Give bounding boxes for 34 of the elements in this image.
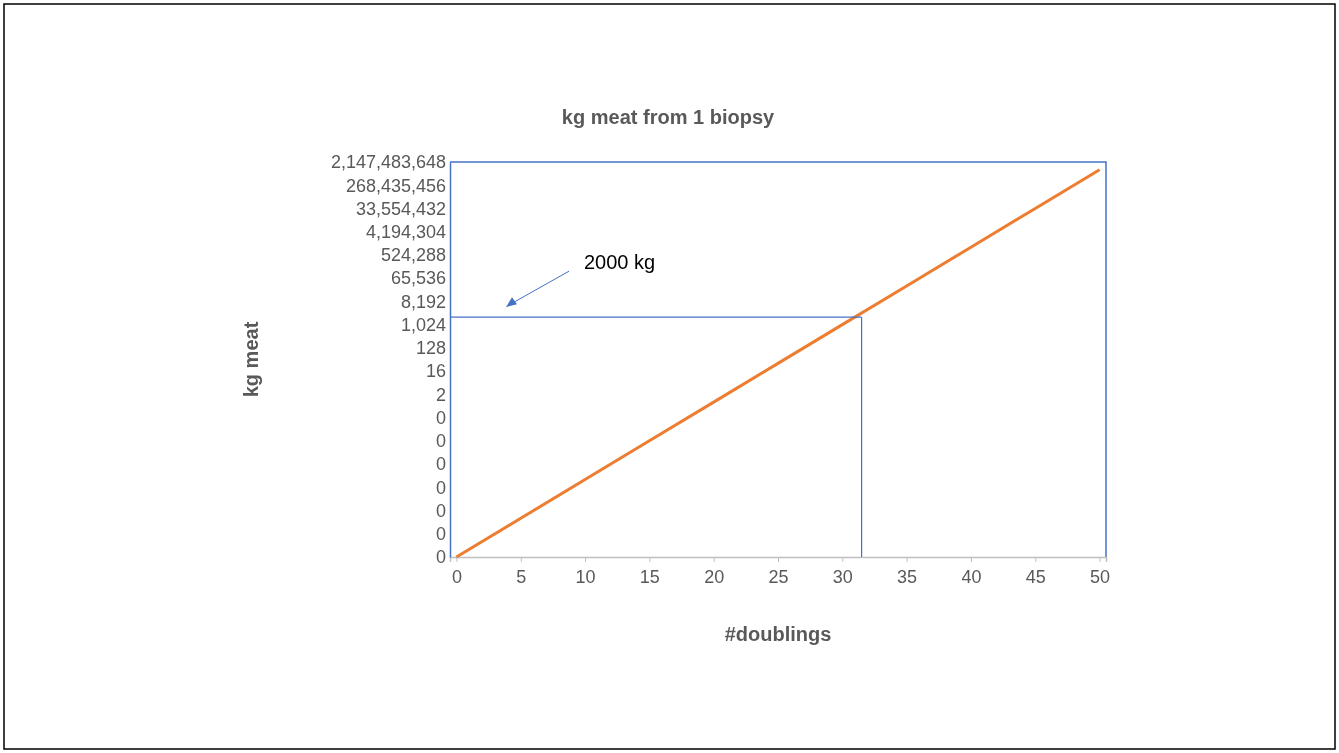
x-tick-label: 45 (1025, 566, 1046, 587)
x-tick-label: 20 (704, 566, 725, 587)
y-axis-title: kg meat (240, 321, 262, 398)
x-tick-label: 30 (832, 566, 853, 587)
y-tick-label: 128 (415, 338, 446, 359)
x-tick-label: 50 (1090, 566, 1111, 587)
y-tick-label: 524,288 (380, 245, 446, 266)
x-axis-title: #doublings (724, 623, 832, 645)
y-tick-label: 4,194,304 (365, 221, 446, 242)
y-tick-label: 0 (435, 407, 446, 428)
y-tick-label: 0 (435, 454, 446, 475)
x-tick-label: 0 (451, 566, 462, 587)
y-tick-label: 2 (435, 384, 446, 405)
annotation: 2000 kg (584, 251, 656, 274)
chart-title: kg meat from 1 biopsy (561, 106, 776, 128)
y-tick-label: 65,536 (390, 268, 446, 289)
y-tick-label: 268,435,456 (345, 175, 446, 196)
y-tick-label: 8,192 (400, 291, 446, 312)
x-tick-label: 25 (768, 566, 789, 587)
y-tick-label: 2,147,483,648 (330, 152, 446, 173)
x-tick-label: 35 (897, 566, 918, 587)
y-tick-label: 0 (435, 524, 446, 545)
y-tick-label: 0 (435, 477, 446, 498)
x-tick-label: 40 (961, 566, 982, 587)
x-tick-label: 15 (639, 566, 660, 587)
y-tick-label: 0 (435, 431, 446, 452)
y-tick-label: 16 (425, 361, 446, 382)
y-tick-label: 1,024 (400, 314, 446, 335)
y-tick-label: 0 (435, 547, 446, 568)
y-tick-label: 0 (435, 500, 446, 521)
y-tick-label: 33,554,432 (355, 198, 446, 219)
x-tick-label: 10 (575, 566, 596, 587)
line-series (454, 168, 1102, 559)
x-tick-label: 5 (516, 566, 527, 587)
